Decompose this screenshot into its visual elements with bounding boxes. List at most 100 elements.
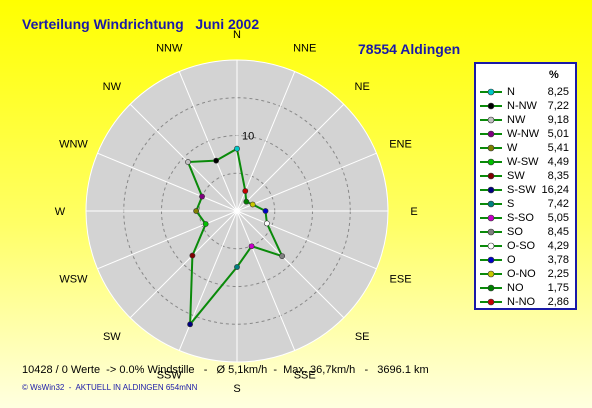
data-point-n <box>234 145 240 152</box>
data-point-ene <box>249 201 256 208</box>
legend-value: 8,35 <box>547 170 569 182</box>
legend-marker-icon <box>480 116 502 124</box>
legend-marker-icon <box>480 144 502 152</box>
data-point-nne <box>242 188 249 194</box>
legend-item: O-NO 2,25 <box>476 267 575 281</box>
data-point-e <box>262 208 269 214</box>
legend: % N 8,25 N-NW 7,22 NW 9,18 W-NW 5,01 W 5,41 W-SW 4,… <box>474 62 577 310</box>
legend-marker-icon <box>480 88 502 96</box>
legend-value: 4,29 <box>547 240 569 252</box>
legend-value: 7,42 <box>547 198 569 210</box>
legend-item: N-NW 7,22 <box>476 99 575 113</box>
legend-item: N 8,25 <box>476 85 575 99</box>
legend-value: 16,24 <box>541 184 569 196</box>
legend-item: S 7,42 <box>476 197 575 211</box>
grid-spoke <box>129 210 238 319</box>
legend-item: W 5,41 <box>476 141 575 155</box>
grid-spoke <box>178 71 238 212</box>
legend-item: S-SO 5,05 <box>476 211 575 225</box>
data-point-nw <box>185 159 191 165</box>
grid-spoke <box>129 103 238 212</box>
legend-item: O-SO 4,29 <box>476 239 575 253</box>
legend-marker-icon <box>480 130 502 138</box>
legend-value: 5,41 <box>547 142 569 154</box>
legend-item: O 3,78 <box>476 253 575 267</box>
legend-label: SO <box>507 226 523 238</box>
direction-label-wsw: WSW <box>59 274 88 286</box>
grid-spoke <box>236 210 345 319</box>
data-point-ne <box>243 198 250 205</box>
direction-label-s: S <box>233 383 240 395</box>
legend-value: 2,25 <box>547 268 569 280</box>
data-point-se <box>279 253 286 260</box>
data-point-s <box>234 264 240 270</box>
legend-marker-icon <box>480 270 502 278</box>
footer-stats: 10428 / 0 Werte -> 0.0% Windstille - Ø 5… <box>22 364 429 376</box>
legend-label: SW <box>507 170 525 182</box>
legend-value: 3,78 <box>547 254 569 266</box>
grid-spoke <box>236 103 345 212</box>
legend-marker-icon <box>480 256 502 264</box>
legend-marker-icon <box>480 228 502 236</box>
direction-label-n: N <box>233 29 241 41</box>
legend-marker-icon <box>480 242 502 250</box>
legend-label: NO <box>507 282 524 294</box>
legend-label: O-SO <box>507 240 536 252</box>
data-point-ese <box>264 220 270 227</box>
legend-item: SW 8,35 <box>476 169 575 183</box>
legend-item: S-SW 16,24 <box>476 183 575 197</box>
chart-title: Verteilung Windrichtung Juni 2002 <box>22 16 260 32</box>
grid-spoke <box>236 152 377 212</box>
legend-label: S-SO <box>507 212 534 224</box>
legend-value: 8,45 <box>547 226 569 238</box>
legend-marker-icon <box>480 102 502 110</box>
legend-item: W-SW 4,49 <box>476 155 575 169</box>
direction-label-ene: ENE <box>389 138 412 150</box>
direction-label-nnw: NNW <box>156 42 183 54</box>
legend-label: N-NW <box>507 100 537 112</box>
direction-label-w: W <box>55 206 66 218</box>
legend-label: O <box>507 254 516 266</box>
legend-value: 5,05 <box>547 212 569 224</box>
legend-value: 5,01 <box>547 128 569 140</box>
grid-spoke <box>236 71 296 212</box>
data-point-wnw <box>199 193 205 200</box>
legend-label: O-NO <box>507 268 536 280</box>
direction-label-nne: NNE <box>293 42 316 54</box>
grid-spoke <box>97 152 238 212</box>
data-point-w <box>193 208 200 214</box>
legend-label: NW <box>507 114 526 126</box>
legend-marker-icon <box>480 186 502 194</box>
legend-marker-icon <box>480 158 502 166</box>
legend-marker-icon <box>480 200 502 208</box>
legend-unit: % <box>549 69 559 81</box>
data-point-sse <box>248 243 255 250</box>
grid-spoke <box>236 210 377 270</box>
grid-spoke <box>178 210 238 351</box>
legend-label: W-SW <box>507 156 539 168</box>
legend-value: 7,22 <box>547 100 569 112</box>
legend-value: 9,18 <box>547 114 569 126</box>
data-point-wsw <box>202 221 209 227</box>
grid-spoke <box>97 210 238 270</box>
legend-label: N-NO <box>507 296 536 308</box>
legend-value: 8,25 <box>547 86 569 98</box>
station-name: 78554 Aldingen <box>358 41 461 57</box>
data-point-nnw <box>213 157 220 164</box>
legend-label: N <box>507 86 515 98</box>
ring-label: 10 <box>242 131 254 143</box>
data-point-sw <box>189 252 196 259</box>
direction-label-sse: SSE <box>294 370 316 382</box>
legend-item: NW 9,18 <box>476 113 575 127</box>
legend-item: NO 1,75 <box>476 281 575 295</box>
legend-marker-icon <box>480 172 502 180</box>
legend-value: 4,49 <box>547 156 569 168</box>
legend-item: N-NO 2,86 <box>476 295 575 309</box>
legend-label: W <box>507 142 518 154</box>
direction-label-e: E <box>410 206 417 218</box>
legend-marker-icon <box>480 284 502 292</box>
legend-marker-icon <box>480 298 502 306</box>
legend-label: S-SW <box>507 184 536 196</box>
direction-label-sw: SW <box>103 331 121 343</box>
